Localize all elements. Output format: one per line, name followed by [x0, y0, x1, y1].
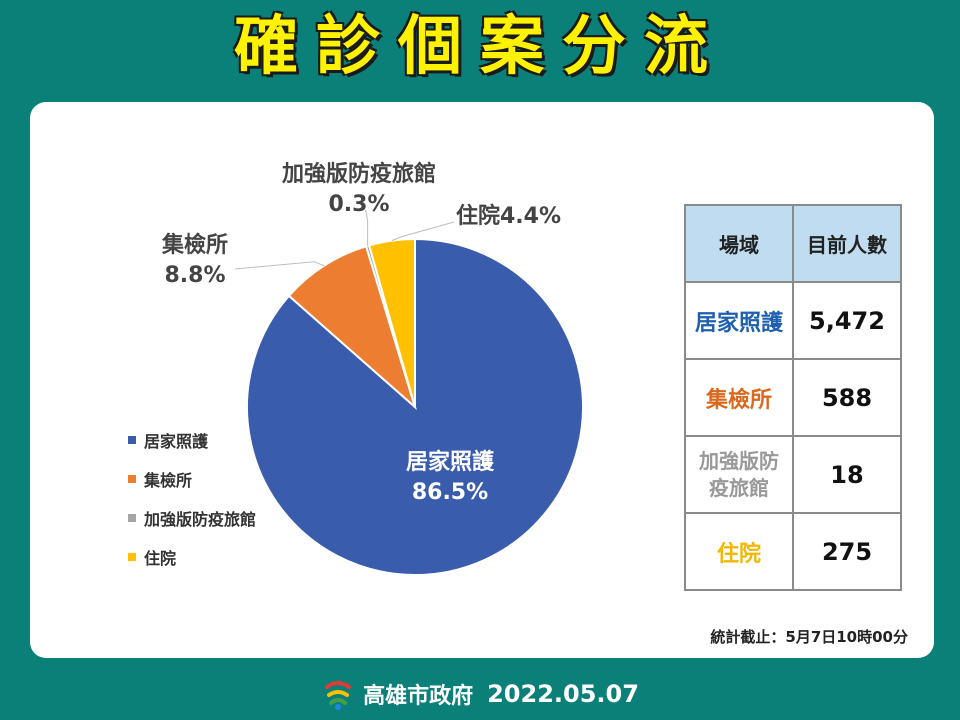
row-value: 5,472 [792, 281, 902, 360]
pie-slice [287, 245, 417, 411]
row-value: 588 [792, 358, 902, 437]
legend: 居家照護 集檢所 加強版防疫旅館 住院 [128, 420, 256, 576]
table-row: 住院 275 [684, 512, 902, 591]
legend-item: 居家照護 [128, 420, 256, 459]
legend-swatch [128, 513, 136, 522]
slice-label-name: 居家照護 [406, 449, 495, 475]
slice-label-value: 8.8% [164, 263, 225, 288]
row-name: 住院 [684, 512, 794, 591]
leader-line [391, 221, 455, 242]
slice-label-value: 86.5% [412, 480, 488, 505]
pie-slice [367, 237, 416, 408]
row-name-text: 加強版防疫旅館 [699, 448, 779, 500]
legend-item: 住院 [128, 537, 256, 576]
row-name: 居家照護 [684, 281, 794, 360]
slice-label-name: 加強版防疫旅館 [281, 161, 436, 187]
row-value: 18 [792, 435, 902, 514]
table-header-row: 場域 目前人數 [684, 204, 902, 283]
table-row: 居家照護 5,472 [684, 281, 902, 360]
slice-label: 住院4.4% [456, 203, 561, 229]
legend-label: 住院 [144, 548, 177, 568]
row-name: 加強版防疫旅館 [684, 435, 794, 514]
header-location: 場域 [684, 204, 794, 283]
legend-swatch [128, 474, 136, 483]
counts-table: 場域 目前人數 居家照護 5,472 集檢所 588 加強版防疫旅館 18 住院… [684, 204, 902, 591]
slice-label-value: 0.3% [328, 192, 389, 217]
row-name: 集檢所 [684, 358, 794, 437]
city-logo-icon [325, 681, 352, 710]
chart-card: 居家照護 86.5% 集檢所 8.8% 加強版防疫旅館 0.3% 住院4.4% 居家照護 集… [30, 102, 934, 658]
table-row: 集檢所 588 [684, 358, 902, 437]
legend-swatch [128, 435, 136, 444]
legend-item: 集檢所 [128, 459, 256, 498]
footer: 高雄市政府 2022.05.07 [0, 672, 960, 716]
legend-label: 居家照護 [144, 431, 209, 451]
page-title: 確診個案分流 [234, 10, 726, 84]
footer-date: 2022.05.07 [487, 680, 639, 708]
table-row: 加強版防疫旅館 18 [684, 435, 902, 514]
row-value: 275 [792, 512, 902, 591]
legend-label: 集檢所 [144, 470, 193, 490]
legend-label: 加強版防疫旅館 [144, 509, 257, 529]
footer-org: 高雄市政府 [363, 684, 474, 709]
leader-line [365, 209, 369, 246]
leader-line [234, 261, 325, 270]
legend-swatch [128, 552, 136, 561]
pie-chart: 居家照護 86.5% 集檢所 8.8% 加強版防疫旅館 0.3% 住院4.4% [161, 161, 584, 576]
cutoff-note: 統計截止：5月7日10時00分 [710, 628, 908, 646]
slice-label-name: 集檢所 [161, 232, 228, 258]
legend-item: 加強版防疫旅館 [128, 498, 256, 537]
header-count: 目前人數 [792, 204, 902, 283]
